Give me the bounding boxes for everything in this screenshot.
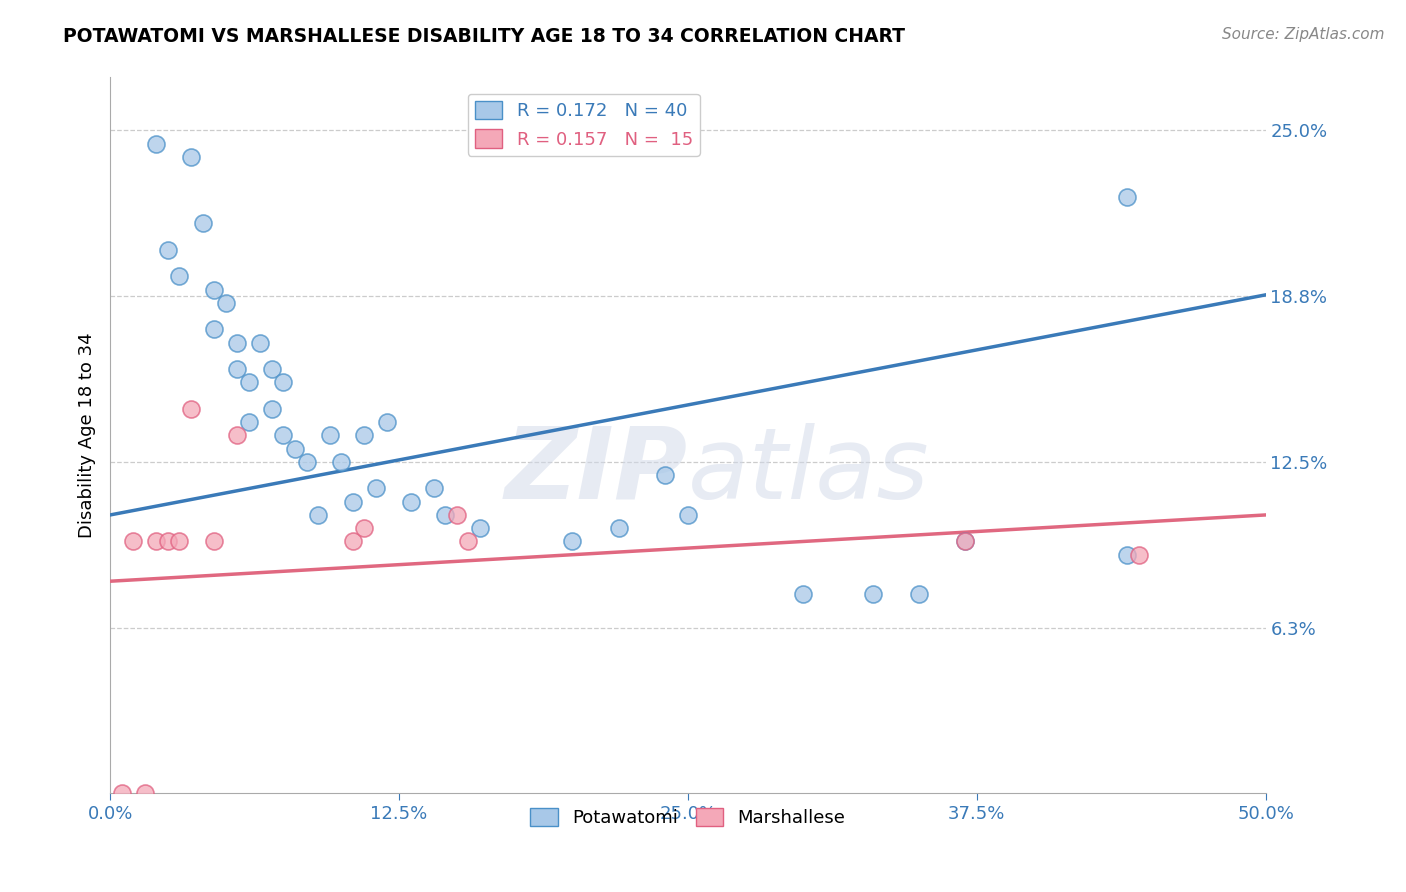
Point bbox=[202, 283, 225, 297]
Point bbox=[156, 243, 179, 257]
Point bbox=[226, 428, 249, 442]
Point bbox=[654, 468, 676, 483]
Point bbox=[122, 534, 145, 549]
Point bbox=[295, 455, 318, 469]
Y-axis label: Disability Age 18 to 34: Disability Age 18 to 34 bbox=[79, 333, 96, 538]
Legend: Potawatomi, Marshallese: Potawatomi, Marshallese bbox=[523, 801, 852, 834]
Point bbox=[318, 428, 340, 442]
Point bbox=[1116, 190, 1139, 204]
Point bbox=[202, 534, 225, 549]
Point bbox=[377, 415, 399, 429]
Point bbox=[111, 786, 134, 800]
Text: POTAWATOMI VS MARSHALLESE DISABILITY AGE 18 TO 34 CORRELATION CHART: POTAWATOMI VS MARSHALLESE DISABILITY AGE… bbox=[63, 27, 905, 45]
Point bbox=[422, 482, 444, 496]
Point bbox=[399, 494, 422, 508]
Point bbox=[953, 534, 976, 549]
Text: atlas: atlas bbox=[688, 423, 929, 520]
Point bbox=[792, 587, 814, 601]
Point bbox=[307, 508, 329, 522]
Point bbox=[446, 508, 468, 522]
Point bbox=[284, 442, 307, 456]
Point bbox=[226, 335, 249, 350]
Point bbox=[676, 508, 699, 522]
Point bbox=[330, 455, 353, 469]
Point bbox=[342, 534, 364, 549]
Text: ZIP: ZIP bbox=[505, 423, 688, 520]
Point bbox=[134, 786, 156, 800]
Point bbox=[169, 269, 191, 284]
Point bbox=[191, 216, 214, 230]
Point bbox=[1116, 548, 1139, 562]
Point bbox=[238, 376, 260, 390]
Point bbox=[353, 428, 375, 442]
Point bbox=[273, 376, 295, 390]
Point bbox=[238, 415, 260, 429]
Point bbox=[226, 362, 249, 376]
Point bbox=[260, 362, 283, 376]
Point bbox=[180, 401, 202, 416]
Point bbox=[908, 587, 931, 601]
Point bbox=[561, 534, 583, 549]
Point bbox=[353, 521, 375, 535]
Point bbox=[342, 494, 364, 508]
Point bbox=[434, 508, 457, 522]
Point bbox=[457, 534, 479, 549]
Point bbox=[156, 534, 179, 549]
Point bbox=[180, 150, 202, 164]
Point bbox=[169, 534, 191, 549]
Point bbox=[862, 587, 884, 601]
Point bbox=[468, 521, 491, 535]
Point bbox=[215, 295, 238, 310]
Point bbox=[145, 534, 167, 549]
Point bbox=[1128, 548, 1150, 562]
Point bbox=[202, 322, 225, 336]
Point bbox=[249, 335, 271, 350]
Point bbox=[145, 136, 167, 151]
Text: Source: ZipAtlas.com: Source: ZipAtlas.com bbox=[1222, 27, 1385, 42]
Point bbox=[273, 428, 295, 442]
Point bbox=[260, 401, 283, 416]
Point bbox=[607, 521, 630, 535]
Point bbox=[364, 482, 387, 496]
Point bbox=[953, 534, 976, 549]
